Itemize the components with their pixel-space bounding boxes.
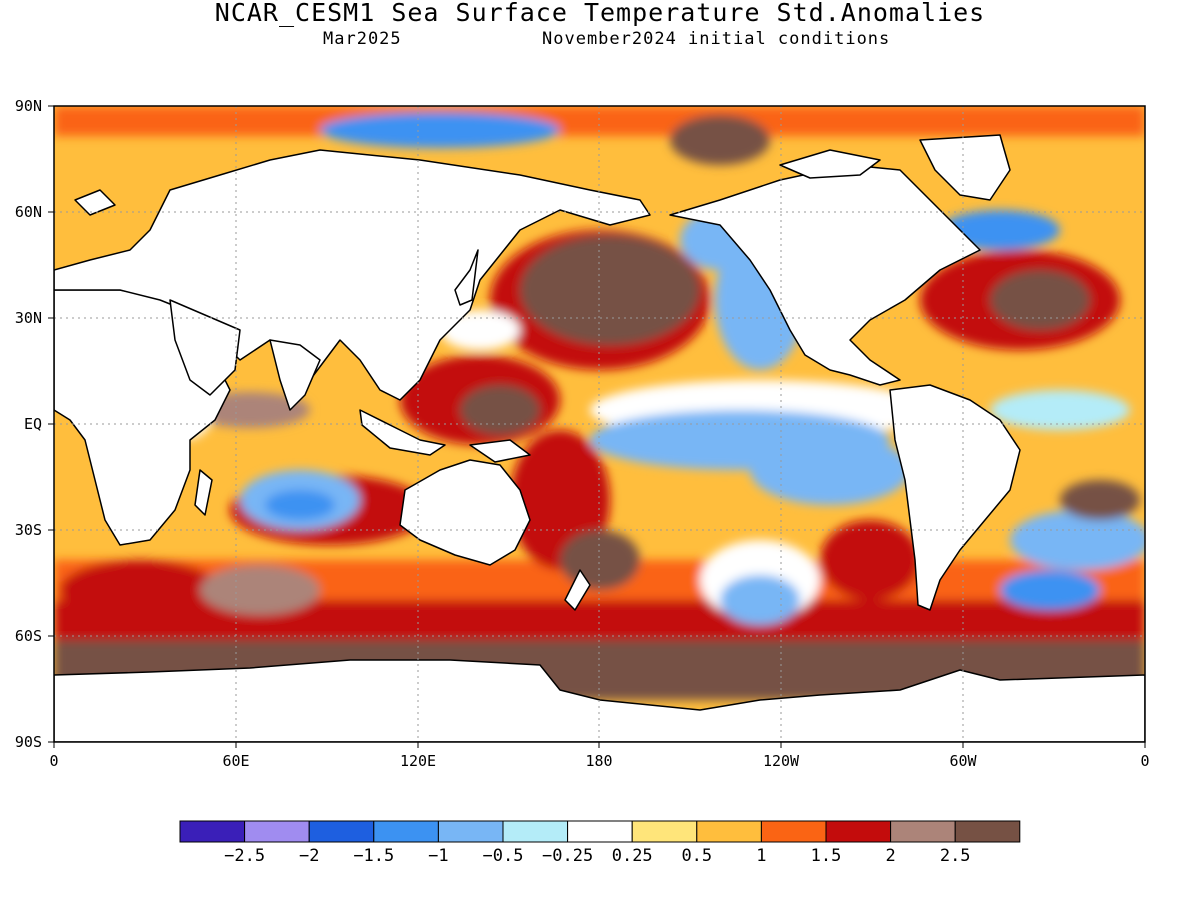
greenland	[919, 134, 1011, 201]
lon-label-120w: 120W	[763, 752, 800, 770]
australia	[399, 459, 531, 566]
lat-label-eq: EQ	[24, 415, 42, 433]
lon-label-180: 180	[585, 752, 612, 770]
colorbar-swatch	[244, 820, 310, 843]
south-america	[889, 384, 1021, 611]
lat-label-90n: 90N	[15, 97, 42, 115]
beaufort-brown	[670, 115, 770, 165]
new-zealand	[564, 569, 591, 611]
north-atlantic-brown	[990, 270, 1090, 330]
colorbar-tick-label: 1	[756, 846, 766, 866]
lon-label-0-right: 0	[1140, 752, 1149, 770]
valid-month: Mar2025	[323, 29, 402, 49]
colorbar-tick-label: 0.5	[681, 846, 712, 866]
colorbar-swatch	[179, 820, 246, 843]
map-title: NCAR_CESM1 Sea Surface Temperature Std.A…	[214, 0, 986, 27]
colorbar-swatch	[373, 820, 439, 843]
colorbar-swatch	[760, 820, 827, 843]
axis-ticks	[48, 105, 1146, 748]
west-pacific-brown	[460, 385, 540, 435]
lat-label-30n: 30N	[15, 309, 42, 327]
colorbar-tick-label: 2.5	[940, 846, 971, 866]
tropical-atlantic-cool	[990, 390, 1130, 430]
indian-ocean-blue	[265, 490, 335, 520]
lon-label-0-left: 0	[49, 752, 58, 770]
colorbar-labels: −2.5 −2 −1.5 −1 −0.5 −0.25 0.25 0.5 1 1.5 2 2.5	[224, 846, 970, 866]
latitude-labels: 90N 60N 30N EQ 30S 60S 90S	[15, 97, 42, 751]
lon-label-60w: 60W	[949, 752, 977, 770]
south-atlantic-cool	[1010, 510, 1145, 570]
colorbar-swatch	[567, 820, 633, 843]
colorbar-tick-label: −2.5	[224, 846, 265, 866]
lat-label-60s: 60S	[15, 627, 42, 645]
se-pacific-red	[820, 520, 920, 600]
colorbar-swatch	[437, 820, 504, 843]
japan	[454, 249, 479, 306]
colorbar-tick-label: 1.5	[811, 846, 842, 866]
se-atlantic-brown	[1060, 480, 1140, 520]
colorbar-tick-label: 2	[885, 846, 895, 866]
south-atlantic-blue	[1000, 570, 1100, 610]
colorbar-tick-label: 0.25	[612, 846, 653, 866]
lon-label-60e: 60E	[222, 752, 249, 770]
colorbar-tick-label: −0.5	[483, 846, 524, 866]
colorbar-tick-label: −1.5	[353, 846, 394, 866]
colorbar-tick-label: −0.25	[542, 846, 593, 866]
arctic-cool	[320, 112, 560, 148]
india	[269, 339, 321, 411]
colorbar-swatch	[308, 820, 375, 843]
lat-label-30s: 30S	[15, 521, 42, 539]
north-pacific-brown	[520, 235, 700, 345]
south-africa-red	[60, 560, 220, 620]
colorbar-swatch	[825, 820, 892, 843]
sumatra-borneo	[359, 409, 446, 456]
madagascar	[194, 469, 213, 516]
colorbar-swatch	[696, 820, 762, 843]
svalbard	[74, 189, 116, 216]
south-indian-brown	[200, 565, 320, 615]
colorbar-swatch	[631, 820, 698, 843]
colorbar-tick-label: −2	[299, 846, 319, 866]
colorbar-tick-label: −1	[428, 846, 448, 866]
lon-label-120e: 120E	[400, 752, 436, 770]
longitude-labels: 0 60E 120E 180 120W 60W 0	[49, 752, 1149, 770]
graticule	[54, 106, 1145, 742]
colorbar-swatch	[954, 820, 1021, 843]
new-guinea	[469, 439, 531, 463]
lat-label-60n: 60N	[15, 203, 42, 221]
anomaly-field	[54, 106, 1145, 742]
arctic-islands	[779, 149, 881, 179]
tasman-brown	[560, 530, 640, 590]
lat-label-90s: 90S	[15, 733, 42, 751]
colorbar-swatch	[502, 820, 569, 843]
initial-conditions: November2024 initial conditions	[542, 29, 891, 49]
south-pacific-cool	[720, 575, 800, 625]
arabia	[169, 299, 241, 396]
colorbar-swatch	[890, 820, 956, 843]
east-pacific-cool	[750, 435, 910, 505]
colorbar	[179, 820, 1021, 843]
north-america	[669, 164, 981, 386]
